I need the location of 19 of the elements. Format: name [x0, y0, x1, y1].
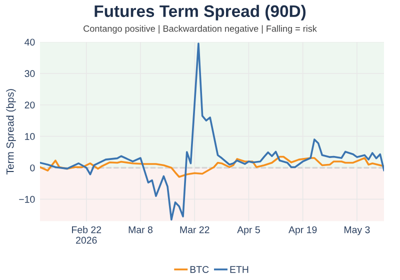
x-tick-label: Apr 5 [237, 226, 260, 236]
y-tick-label: 20 [24, 102, 35, 108]
chart-title: Futures Term Spread (90D) [94, 4, 306, 20]
x-tick-label: Apr 19 [288, 226, 317, 236]
y-tick-label: 40 [24, 38, 35, 46]
x-tick-label: Feb 22 2026 [72, 226, 102, 244]
y-tick-label: −10 [19, 196, 35, 203]
y-tick-label: 30 [24, 70, 35, 78]
line-series [40, 156, 384, 178]
x-tick-label: Mar 22 [180, 226, 210, 234]
legend-label: BTC [190, 266, 209, 273]
y-tick-label: 10 [25, 133, 35, 140]
line-series [40, 42, 384, 221]
x-tick-label: Mar 8 [128, 226, 152, 234]
chart-subtitle: Contango positive | Backwardation negative | Falling = risk [84, 25, 317, 34]
x-tick-label: May 3 [344, 226, 370, 236]
legend-label: ETH [230, 266, 248, 273]
y-tick-label: 0 [30, 164, 35, 172]
y-axis-title: Term Spread (bps) [6, 89, 16, 174]
